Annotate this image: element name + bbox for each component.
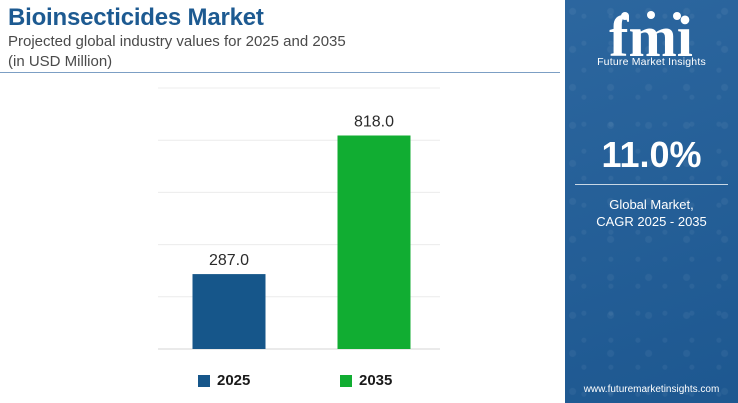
- legend-swatch-2035: [340, 374, 352, 387]
- logo-person-icon: [621, 12, 629, 20]
- data-label-2035: 818.0: [354, 114, 394, 131]
- side-panel-texture: [565, 0, 738, 403]
- legend-label-2035: 2035: [359, 372, 393, 389]
- legend-item-2035: 2035: [340, 372, 392, 389]
- side-panel: fmi Future Market Insights 11.0% Global …: [565, 0, 738, 403]
- logo-person-icon: [647, 11, 655, 19]
- cagr-divider: [575, 184, 728, 185]
- chart-legend: 2025 2035: [0, 372, 560, 394]
- legend-item-2025: 2025: [198, 372, 250, 389]
- legend-swatch-2025: [198, 374, 210, 387]
- fmi-logo: fmi: [609, 6, 693, 69]
- logo-person-icon: [673, 12, 681, 20]
- subtitle-line-2: (in USD Million): [8, 53, 113, 70]
- cagr-label: Global Market, CAGR 2025 - 2035: [565, 196, 738, 230]
- cagr-value: 11.0%: [601, 134, 702, 175]
- cagr-label-line-2: CAGR 2025 - 2035: [596, 214, 707, 229]
- chart-subtitle: Projected global industry values for 202…: [8, 32, 428, 72]
- data-label-2025: 287.0: [209, 252, 249, 269]
- legend-label-2025: 2025: [217, 372, 251, 389]
- bar-chart: 287.0 818.0: [158, 87, 440, 350]
- cagr-label-line-1: Global Market,: [609, 197, 694, 212]
- bar-2025: [192, 274, 266, 349]
- subtitle-line-1: Projected global industry values for 202…: [8, 33, 346, 50]
- brand-name: Future Market Insights: [597, 56, 706, 68]
- title-divider: [0, 72, 560, 73]
- bar-2035: [337, 135, 411, 349]
- website-link[interactable]: www.futuremarketinsights.com: [583, 384, 720, 395]
- chart-title: Bioinsecticides Market: [8, 4, 264, 31]
